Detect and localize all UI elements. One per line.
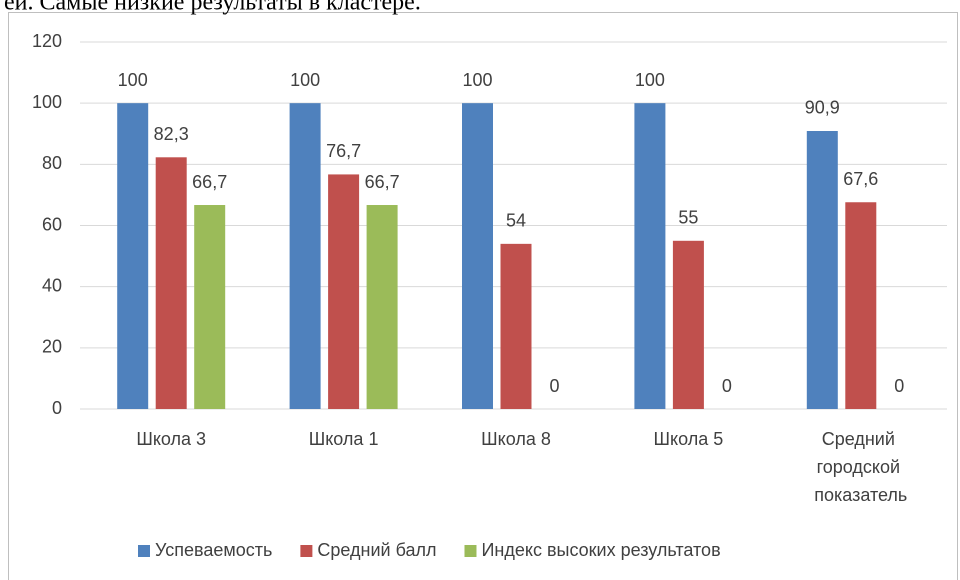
bar — [328, 174, 360, 409]
x-tick-label: Школа 3 — [136, 429, 206, 449]
data-label: 0 — [549, 376, 559, 396]
x-tick-label: Школа 8 — [481, 429, 551, 449]
y-tick-label: 0 — [52, 398, 62, 418]
data-label: 67,6 — [843, 169, 878, 189]
bar — [634, 103, 666, 410]
bar — [366, 205, 398, 409]
data-label: 0 — [722, 376, 732, 396]
data-label: 82,3 — [154, 124, 189, 144]
bar — [289, 103, 321, 410]
data-label: 66,7 — [192, 172, 227, 192]
data-label: 90,9 — [805, 98, 840, 118]
y-tick-label: 60 — [42, 214, 62, 234]
bar — [806, 130, 838, 409]
bar — [500, 243, 532, 409]
legend-label: Индекс высоких результатов — [481, 540, 720, 560]
bar — [194, 205, 226, 409]
legend-label: Средний балл — [317, 540, 436, 560]
bar — [845, 202, 877, 409]
data-label: 54 — [506, 211, 526, 231]
caption-text: ей. Самые низкие результаты в кластере. — [4, 0, 421, 16]
data-label: 0 — [894, 376, 904, 396]
data-label: 66,7 — [365, 172, 400, 192]
bar — [672, 240, 704, 409]
data-label: 100 — [118, 70, 148, 90]
legend-label: Успеваемость — [155, 540, 272, 560]
bar — [117, 103, 149, 410]
data-label: 100 — [462, 70, 492, 90]
bar — [462, 103, 493, 410]
data-label: 76,7 — [326, 141, 361, 161]
legend-swatch — [464, 545, 477, 557]
x-tick-label: Средний городской показатель — [814, 429, 907, 505]
x-tick-label: Школа 1 — [309, 429, 379, 449]
x-tick-label: Школа 5 — [654, 429, 724, 449]
y-tick-label: 20 — [42, 337, 62, 357]
legend-swatch — [300, 545, 313, 557]
data-label: 100 — [290, 70, 320, 90]
y-tick-label: 100 — [32, 92, 62, 112]
y-tick-label: 120 — [32, 31, 62, 51]
y-tick-label: 80 — [42, 153, 62, 173]
bar — [155, 157, 187, 409]
legend-swatch — [138, 545, 150, 557]
data-label: 100 — [635, 70, 665, 90]
y-tick-label: 40 — [42, 275, 62, 295]
data-label: 55 — [678, 208, 698, 228]
